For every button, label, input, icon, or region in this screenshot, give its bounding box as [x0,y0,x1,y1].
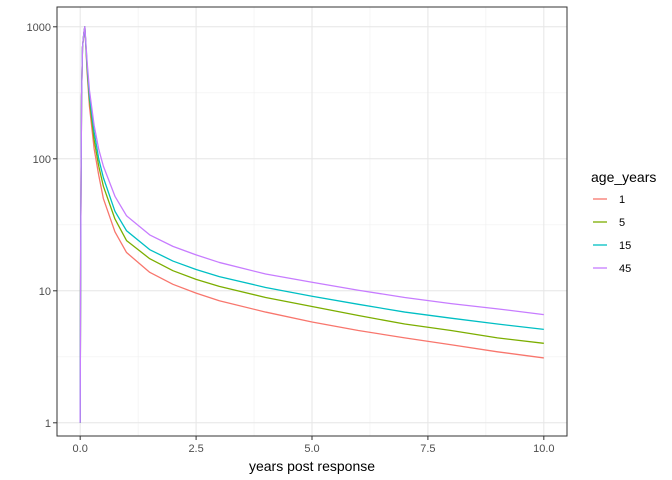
y-tick-label: 100 [33,154,51,166]
legend-title: age_years [591,169,656,185]
y-tick-label: 10 [39,286,51,298]
x-tick-label: 2.5 [188,443,203,455]
x-tick-label: 5.0 [304,443,319,455]
y-axis: 1 10 100 1000 [27,22,57,430]
y-tick-label: 1 [45,418,51,430]
x-tick-label: 0.0 [73,443,88,455]
legend-label-5: 5 [619,217,625,229]
legend-label-1: 1 [619,194,625,206]
grid-major [57,7,567,436]
y-tick-label: 1000 [27,22,51,34]
x-tick-label: 10.0 [533,443,554,455]
x-axis-title: years post response [249,458,375,474]
series-lines [79,26,544,423]
legend-label-45: 45 [619,263,631,275]
series-line-45 [79,26,544,423]
legend-label-15: 15 [619,240,631,252]
x-axis: 0.0 2.5 5.0 7.5 10.0 [73,436,555,455]
x-tick-label: 7.5 [420,443,435,455]
